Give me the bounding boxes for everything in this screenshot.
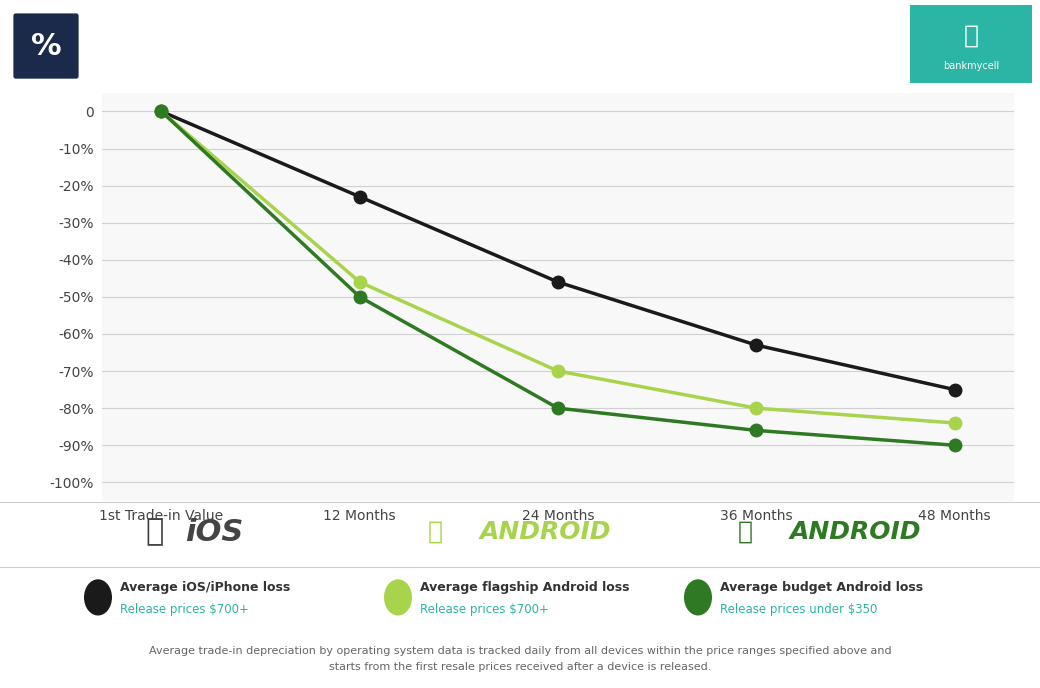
Text: Average iOS/iPhone loss: Average iOS/iPhone loss bbox=[120, 581, 290, 594]
Text: Release prices $700+: Release prices $700+ bbox=[420, 603, 549, 616]
FancyBboxPatch shape bbox=[7, 7, 85, 85]
Text: Release prices $700+: Release prices $700+ bbox=[120, 603, 249, 616]
Text: bankmycell: bankmycell bbox=[943, 61, 999, 71]
Ellipse shape bbox=[684, 579, 712, 616]
Text: Average flagship Android loss: Average flagship Android loss bbox=[420, 581, 629, 594]
FancyBboxPatch shape bbox=[910, 5, 1032, 83]
Text: :  bbox=[427, 520, 442, 544]
Text: Release prices under $350: Release prices under $350 bbox=[720, 603, 878, 616]
Ellipse shape bbox=[384, 579, 412, 616]
Ellipse shape bbox=[84, 579, 112, 616]
Text: Loss of value is tracked from initial trade-in price: Loss of value is tracked from initial tr… bbox=[94, 57, 435, 71]
Text: :  bbox=[737, 520, 753, 544]
Text: %: % bbox=[31, 32, 61, 61]
Text: Average Yearly Trade-in Depreciation By Operating System: Average Yearly Trade-in Depreciation By … bbox=[94, 21, 719, 39]
Text: :  bbox=[146, 517, 164, 546]
Text: iOS: iOS bbox=[185, 517, 243, 546]
FancyBboxPatch shape bbox=[12, 12, 80, 80]
Text: ANDROID: ANDROID bbox=[480, 520, 612, 544]
Text: Average trade-in depreciation by operating system data is tracked daily from all: Average trade-in depreciation by operati… bbox=[149, 647, 891, 672]
Text: Average budget Android loss: Average budget Android loss bbox=[720, 581, 924, 594]
Text: ANDROID: ANDROID bbox=[790, 520, 921, 544]
Text: ⤤: ⤤ bbox=[963, 24, 979, 48]
